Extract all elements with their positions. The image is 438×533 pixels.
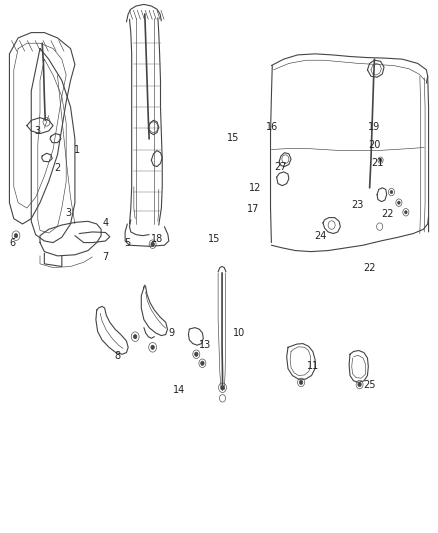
Text: 9: 9 <box>168 328 174 338</box>
Circle shape <box>390 190 393 193</box>
Text: 22: 22 <box>364 263 376 272</box>
Circle shape <box>221 385 224 390</box>
Text: 19: 19 <box>368 122 380 132</box>
Text: 20: 20 <box>368 140 380 150</box>
Circle shape <box>405 211 407 214</box>
Text: 24: 24 <box>314 231 326 241</box>
Text: 6: 6 <box>10 238 16 247</box>
Text: 13: 13 <box>199 340 211 350</box>
Circle shape <box>151 345 154 350</box>
Text: 8: 8 <box>115 351 121 361</box>
Text: 12: 12 <box>249 183 261 193</box>
Text: 27: 27 <box>275 161 287 172</box>
Circle shape <box>194 352 198 357</box>
Text: 3: 3 <box>65 208 71 219</box>
Text: 5: 5 <box>124 238 131 247</box>
Circle shape <box>358 382 361 386</box>
Circle shape <box>14 233 18 238</box>
Circle shape <box>134 335 137 339</box>
Text: 3: 3 <box>35 126 41 136</box>
Text: 25: 25 <box>364 379 376 390</box>
Text: 7: 7 <box>102 252 109 262</box>
Text: 1: 1 <box>74 144 80 155</box>
Text: 4: 4 <box>102 218 109 228</box>
Text: 14: 14 <box>173 385 185 395</box>
Text: 23: 23 <box>352 200 364 211</box>
Text: 2: 2 <box>54 163 60 173</box>
Text: 18: 18 <box>151 234 163 244</box>
Text: 10: 10 <box>233 328 245 338</box>
Text: 16: 16 <box>266 122 279 132</box>
Circle shape <box>201 361 204 366</box>
Circle shape <box>299 380 303 384</box>
Text: 15: 15 <box>208 234 221 244</box>
Text: 22: 22 <box>381 209 393 220</box>
Text: 17: 17 <box>247 204 259 214</box>
Circle shape <box>398 201 400 204</box>
Text: 21: 21 <box>371 158 383 168</box>
Circle shape <box>151 242 154 246</box>
Circle shape <box>379 159 382 162</box>
Text: 15: 15 <box>227 133 239 143</box>
Text: 11: 11 <box>307 361 319 372</box>
